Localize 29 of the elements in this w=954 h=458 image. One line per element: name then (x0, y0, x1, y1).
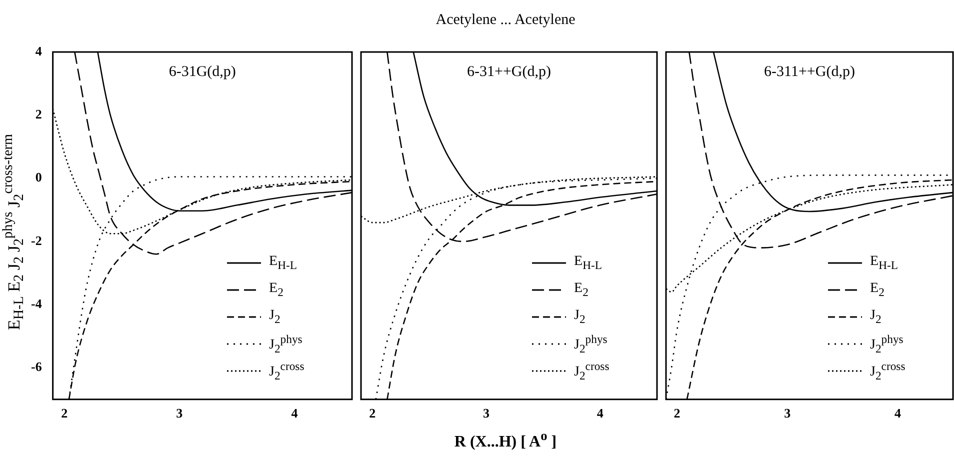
legend-label: E$_{H-L}$ (269, 254, 297, 272)
legend-label: J$_{2}$ (870, 308, 882, 326)
x-tick-label: 2 (369, 406, 376, 421)
x-tick-label: 4 (596, 406, 604, 421)
y-tick-label: 2 (35, 106, 42, 122)
legend-label: E$_{H-L}$ (870, 254, 898, 272)
x-axis-title: R (X...H) [ A$^{o}$ ] (454, 428, 557, 452)
annotation: 6-31++G(d,p) (466, 64, 552, 81)
x-tick-label: 4 (894, 406, 902, 421)
y-tick-label: -4 (30, 296, 42, 312)
x-tick-label: 2 (61, 406, 68, 421)
annotation: 6-31G(d,p) (168, 64, 237, 81)
legend-label: E$_{2}$ (269, 280, 284, 299)
legend-label: J$_{2}$ (269, 308, 280, 326)
chart-title: Acetylene ... Acetylene (436, 12, 576, 28)
y-tick-label: -2 (30, 232, 42, 248)
legend-label: E$_{2}$ (574, 280, 588, 299)
y-tick-label: -6 (30, 359, 42, 374)
legend-label: E$_{H-L}$ (574, 254, 602, 272)
x-tick-label: 2 (674, 406, 680, 421)
x-tick-label: 4 (291, 406, 298, 421)
legend-label: E$_{2}$ (870, 280, 884, 299)
annotation: 6-311++G(d,p) (763, 64, 856, 81)
y-tick-label: 0 (35, 170, 42, 185)
x-tick-label: 3 (482, 406, 490, 421)
x-tick-label: 3 (784, 406, 792, 421)
legend-label: J$_{2}$ (574, 308, 586, 326)
x-tick-label: 3 (176, 406, 184, 421)
y-tick-label: 4 (35, 43, 42, 58)
